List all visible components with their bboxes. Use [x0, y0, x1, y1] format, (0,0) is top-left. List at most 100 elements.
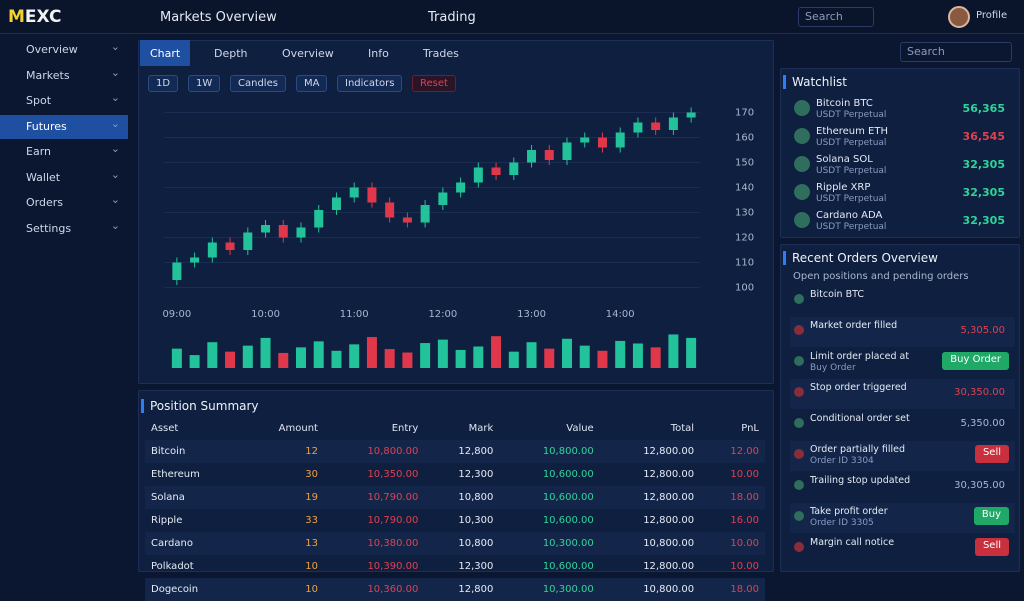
volume-bar	[331, 350, 342, 368]
coin-name: Ripple XRP	[816, 182, 871, 193]
sidebar-item[interactable]: Orders	[0, 191, 128, 215]
table-cell: 10	[305, 584, 318, 595]
search-box[interactable]: Search	[798, 7, 874, 27]
volume-bar	[207, 342, 218, 368]
table-cell: 12,800.00	[643, 492, 695, 503]
table-cell: 10.00	[730, 561, 759, 572]
panel-title: Position Summary	[141, 399, 259, 413]
order-sub: Order ID 3304	[810, 456, 874, 466]
logo[interactable]: MEXC	[8, 7, 62, 27]
order-item[interactable]: Market order filled 5,305.00	[790, 317, 1015, 347]
nav-link[interactable]: Markets Overview	[160, 10, 277, 25]
order-icon	[794, 356, 804, 366]
tab[interactable]: Info	[368, 47, 389, 60]
volume-bar	[349, 344, 360, 368]
tab[interactable]: Chart	[140, 40, 191, 66]
filter-chip[interactable]: Candles	[230, 75, 286, 92]
panel-title: Recent Orders Overview	[783, 251, 938, 265]
table-cell: 12,800	[458, 584, 494, 595]
x-tick-label: 12:00	[428, 309, 457, 320]
candle-body	[473, 167, 483, 183]
candle-body	[509, 162, 519, 175]
watchlist-item[interactable]: Cardano ADA USDT Perpetual 32,305	[790, 208, 1015, 236]
volume-bar	[668, 334, 679, 368]
volume-bar	[189, 355, 200, 368]
order-name: Conditional order set	[810, 413, 910, 424]
tab[interactable]: Depth	[214, 47, 248, 60]
sidebar-item[interactable]: Wallet	[0, 166, 128, 190]
table-cell: 12,300	[458, 469, 494, 480]
candle-body	[243, 232, 253, 250]
candle-body	[456, 182, 466, 193]
column-header: Mark	[468, 423, 494, 434]
table-cell: 12,800.00	[643, 469, 695, 480]
sidebar-item[interactable]: Overview	[0, 38, 128, 62]
order-item[interactable]: Limit order placed at Buy Order Buy Order	[790, 348, 1015, 378]
coin-sub: USDT Perpetual	[816, 222, 887, 232]
filter-chip[interactable]: Reset	[412, 75, 456, 92]
search-box[interactable]: Search	[900, 42, 1012, 62]
filter-chip[interactable]: 1W	[188, 75, 221, 92]
candle-body	[633, 122, 643, 133]
table-row: Cardano 13 10,380.00 10,800 10,300.00 10,800.…	[145, 532, 765, 555]
volume-bar	[579, 345, 590, 368]
order-item[interactable]: Margin call notice Sell	[790, 534, 1015, 564]
table-cell: Ethereum	[151, 469, 200, 480]
watchlist-item[interactable]: Ethereum ETH USDT Perpetual 36,545	[790, 124, 1015, 152]
volume-bar	[473, 346, 484, 368]
table-row: Ripple 33 10,790.00 10,300 10,600.00 12,800.0…	[145, 509, 765, 532]
y-tick-label: 100	[735, 283, 754, 294]
order-action[interactable]: Sell	[974, 538, 1009, 556]
table-row: Dogecoin 10 10,360.00 12,800 10,300.00 10,800…	[145, 578, 765, 601]
order-item[interactable]: Take profit order Order ID 3305 Buy	[790, 503, 1015, 533]
order-item[interactable]: Conditional order set 5,350.00	[790, 410, 1015, 440]
coin-name: Solana SOL	[816, 154, 873, 165]
order-icon	[794, 480, 804, 490]
y-tick-label: 120	[735, 233, 754, 244]
watchlist-item[interactable]: Bitcoin BTC USDT Perpetual 56,365	[790, 96, 1015, 124]
avatar[interactable]	[948, 6, 970, 28]
tab[interactable]: Trades	[423, 47, 459, 60]
order-action: 30,350.00	[954, 387, 1005, 398]
table-cell: 10,800.00	[643, 538, 695, 549]
y-tick-label: 110	[735, 258, 754, 269]
sidebar-item[interactable]: Settings	[0, 217, 128, 241]
watchlist-item[interactable]: Ripple XRP USDT Perpetual 32,305	[790, 180, 1015, 208]
order-item[interactable]: Trailing stop updated 30,305.00	[790, 472, 1015, 502]
order-action[interactable]: Buy	[973, 507, 1009, 525]
volume-bar	[562, 338, 572, 368]
candle-body	[225, 242, 235, 250]
x-tick-label: 10:00	[251, 309, 280, 320]
table-cell: 10.00	[730, 538, 759, 549]
candle-body	[562, 142, 572, 160]
table-cell: 10,800.00	[542, 446, 594, 457]
tab[interactable]: Overview	[282, 47, 334, 60]
table-cell: 19	[305, 492, 318, 503]
volume-bar	[650, 347, 661, 368]
coin-price: 32,305	[962, 214, 1005, 227]
x-tick-label: 09:00	[162, 309, 191, 320]
sidebar-item[interactable]: Earn	[0, 140, 128, 164]
table-cell: Bitcoin	[151, 446, 186, 457]
order-item[interactable]: Bitcoin BTC	[790, 286, 1015, 316]
user-name[interactable]: Profile	[976, 10, 1008, 21]
volume-bar	[455, 349, 466, 368]
order-action[interactable]: Sell	[974, 445, 1009, 463]
order-item[interactable]: Stop order triggered 30,350.00	[790, 379, 1015, 409]
sidebar-item[interactable]: Markets	[0, 64, 128, 88]
nav-link[interactable]: Trading	[428, 10, 476, 25]
watchlist-item[interactable]: Solana SOL USDT Perpetual 32,305	[790, 152, 1015, 180]
filter-chip[interactable]: MA	[296, 75, 328, 92]
filter-chip[interactable]: 1D	[148, 75, 179, 92]
page: MEXC Markets Overview Trading Search Pro…	[0, 0, 1024, 576]
sidebar-item[interactable]: Futures	[0, 114, 128, 139]
coin-price: 32,305	[962, 186, 1005, 199]
candle-body	[580, 137, 590, 143]
candle-body	[597, 137, 607, 148]
order-action[interactable]: Buy Order	[942, 352, 1009, 370]
sidebar-item[interactable]: Spot	[0, 89, 128, 113]
table-cell: 10,360.00	[367, 584, 419, 595]
candle-body	[420, 205, 430, 223]
order-item[interactable]: Order partially filled Order ID 3304 Sell	[790, 441, 1015, 471]
filter-chip[interactable]: Indicators	[337, 75, 403, 92]
